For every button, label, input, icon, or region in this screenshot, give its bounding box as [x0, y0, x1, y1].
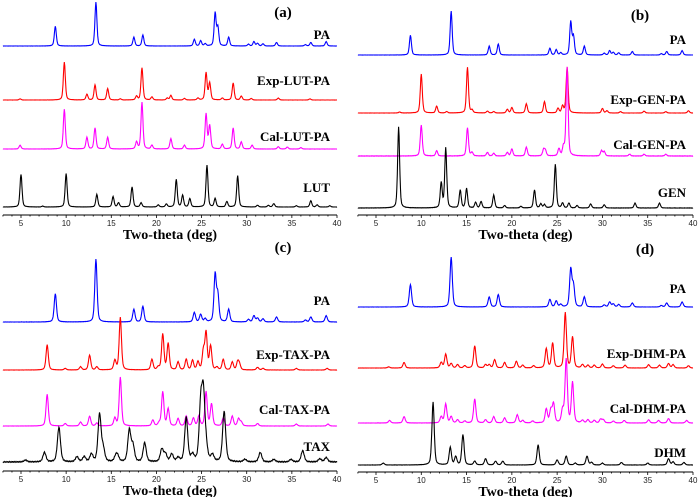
series-line-cal-dhm-pa	[357, 358, 694, 424]
series-label: Exp-LUT-PA	[257, 73, 331, 88]
x-tick-label: 15	[462, 219, 471, 228]
x-tick-label: 35	[643, 476, 652, 485]
x-tick-label: 10	[417, 219, 426, 228]
series-line-exp-lut-pa	[2, 62, 337, 101]
x-tick-label: 5	[19, 219, 24, 228]
x-tick-label: 25	[197, 219, 206, 228]
x-tick-label: 15	[107, 219, 116, 228]
x-axis-label: Two-theta (deg)	[123, 484, 218, 497]
panel-b: PA Exp-GEN-PA Cal-GEN-PA GEN 5 10 15 20 25 30 35 40…	[357, 8, 698, 243]
x-tick-label: 10	[417, 476, 426, 485]
x-tick-label: 10	[62, 475, 71, 484]
series-line-exp-dhm-pa	[357, 311, 694, 369]
series-line-exp-gen-pa	[357, 66, 694, 114]
series-label: Exp-TAX-PA	[256, 347, 331, 362]
x-tick-label: 40	[689, 476, 698, 485]
x-tick-label: 35	[643, 219, 652, 228]
panel-title: (c)	[275, 240, 292, 256]
series-line-pa	[357, 10, 693, 56]
x-axis-label: Two-theta (deg)	[478, 485, 573, 497]
series-label: TAX	[304, 439, 331, 454]
x-tick-label: 30	[242, 475, 251, 484]
series-line-lut	[2, 165, 338, 208]
series-label: PA	[314, 293, 331, 308]
x-tick-label: 5	[374, 219, 379, 228]
x-tick-label: 20	[152, 219, 161, 228]
series-line-exp-tax-pa	[2, 316, 338, 371]
series-line-dhm	[357, 401, 693, 466]
x-tick-label: 25	[553, 476, 562, 485]
x-tick-label: 20	[507, 476, 516, 485]
series-line-gen	[357, 126, 694, 209]
x-axis-label: Two-theta (deg)	[123, 228, 218, 243]
series-label: PA	[670, 32, 687, 47]
x-tick-label: 30	[598, 476, 607, 485]
series-label: Cal-TAX-PA	[259, 402, 331, 417]
series-line-cal-lut-pa	[2, 102, 338, 150]
series-line-pa	[357, 257, 694, 308]
x-axis-label: Two-theta (deg)	[478, 228, 573, 243]
x-tick-label: 40	[333, 219, 342, 228]
series-label: DHM	[654, 445, 686, 460]
x-tick-label: 35	[287, 219, 296, 228]
panel-title: (a)	[274, 5, 292, 21]
x-tick-label: 40	[333, 475, 342, 484]
x-tick-label: 35	[287, 475, 296, 484]
panel-d: PA Exp-DHM-PA Cal-DHM-PA DHM 5 10 15 20 25 30 35 40…	[357, 242, 698, 497]
x-tick-label: 40	[689, 219, 698, 228]
series-label: Cal-LUT-PA	[260, 129, 331, 144]
series-label: Cal-DHM-PA	[610, 401, 687, 416]
x-tick-label: 20	[152, 475, 161, 484]
series-label: LUT	[303, 180, 330, 195]
panel-title: (d)	[636, 242, 654, 258]
x-tick-label: 15	[107, 475, 116, 484]
x-tick-label: 10	[62, 219, 71, 228]
x-tick-label: 30	[598, 219, 607, 228]
series-label: PA	[314, 27, 331, 42]
x-tick-label: 5	[19, 475, 24, 484]
series-line-cal-gen-pa	[357, 66, 694, 157]
x-tick-label: 25	[553, 219, 562, 228]
panel-c: PA Exp-TAX-PA Cal-TAX-PA TAX 5 10 15 20 25 30 35 40…	[2, 240, 342, 497]
x-tick-label: 20	[507, 219, 516, 228]
panel-a: PA Exp-LUT-PA Cal-LUT-PA LUT 5 10 15 20 25 30 35 40…	[2, 1, 342, 243]
x-tick-label: 25	[197, 475, 206, 484]
series-label: Exp-DHM-PA	[607, 346, 687, 361]
series-line-tax	[2, 379, 338, 464]
panel-title: (b)	[631, 8, 649, 24]
series-line-pa	[2, 1, 337, 47]
x-tick-label: 5	[374, 476, 379, 485]
series-label: Cal-GEN-PA	[613, 137, 686, 152]
series-label: Exp-GEN-PA	[610, 92, 686, 107]
series-line-pa	[2, 259, 338, 323]
series-label: GEN	[658, 185, 687, 200]
x-tick-label: 30	[242, 219, 251, 228]
x-tick-label: 15	[462, 476, 471, 485]
series-label: PA	[670, 281, 687, 296]
